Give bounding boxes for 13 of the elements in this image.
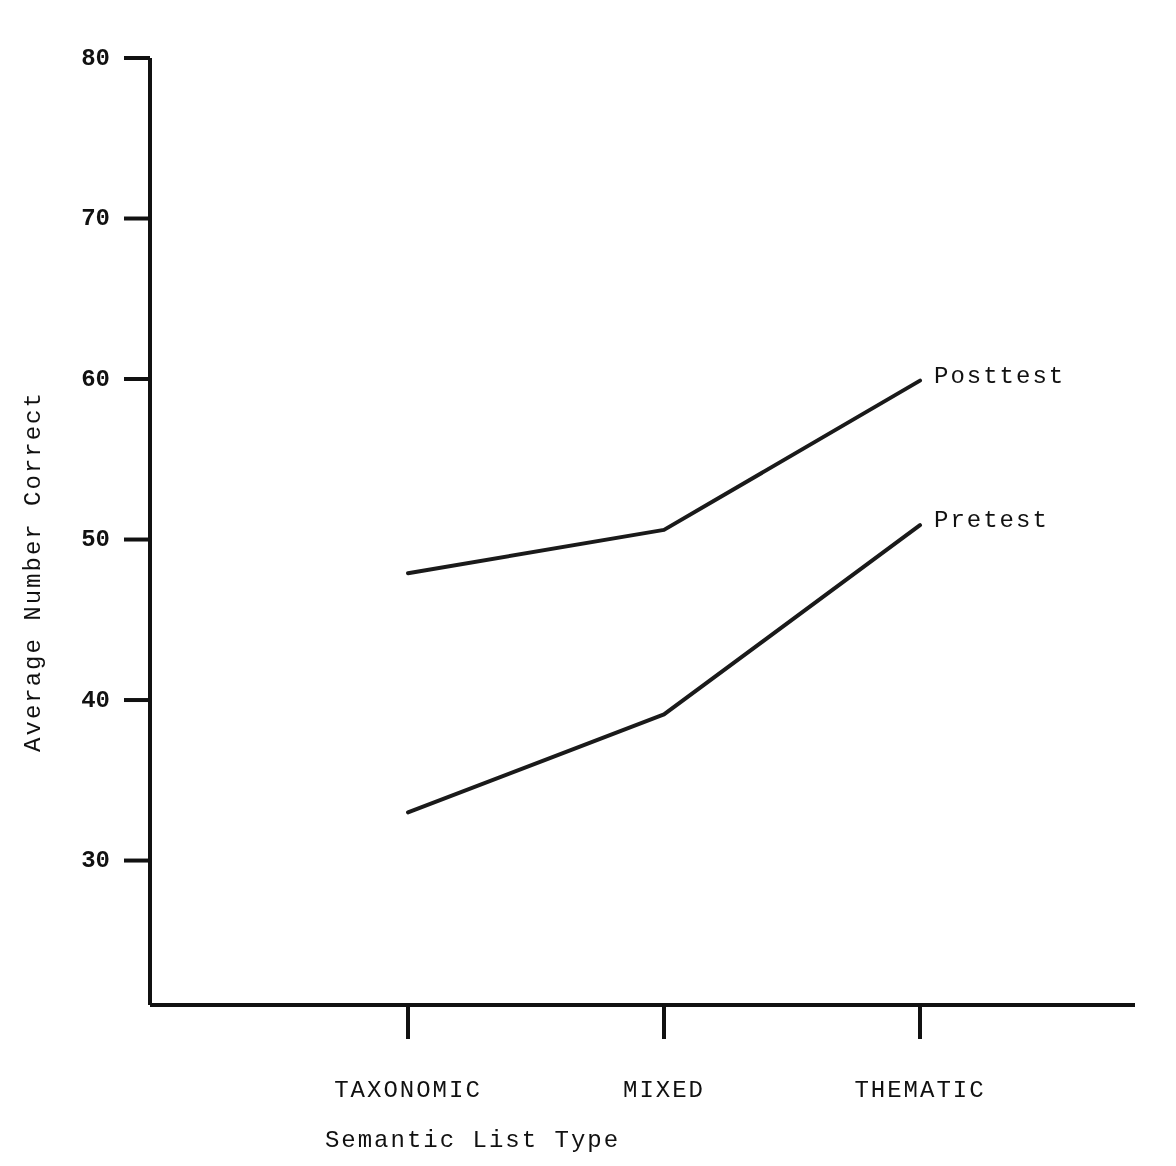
- y-tick-label: 80: [81, 44, 110, 72]
- y-tick-label: 40: [81, 686, 110, 714]
- x-tick-label: TAXONOMIC: [334, 1077, 482, 1104]
- y-tick-label: 30: [81, 847, 110, 875]
- y-tick-label: 60: [81, 365, 110, 393]
- series-label: Pretest: [934, 507, 1049, 535]
- x-tick-label: MIXED: [622, 1077, 706, 1104]
- y-axis-title: Average Number Correct: [20, 391, 47, 752]
- series-label: Posttest: [934, 362, 1066, 390]
- x-axis-title: Semantic List Type: [324, 1127, 621, 1154]
- x-tick-label: THEMATIC: [854, 1077, 986, 1104]
- y-tick-label: 70: [81, 205, 110, 233]
- y-tick-label: 50: [81, 526, 110, 554]
